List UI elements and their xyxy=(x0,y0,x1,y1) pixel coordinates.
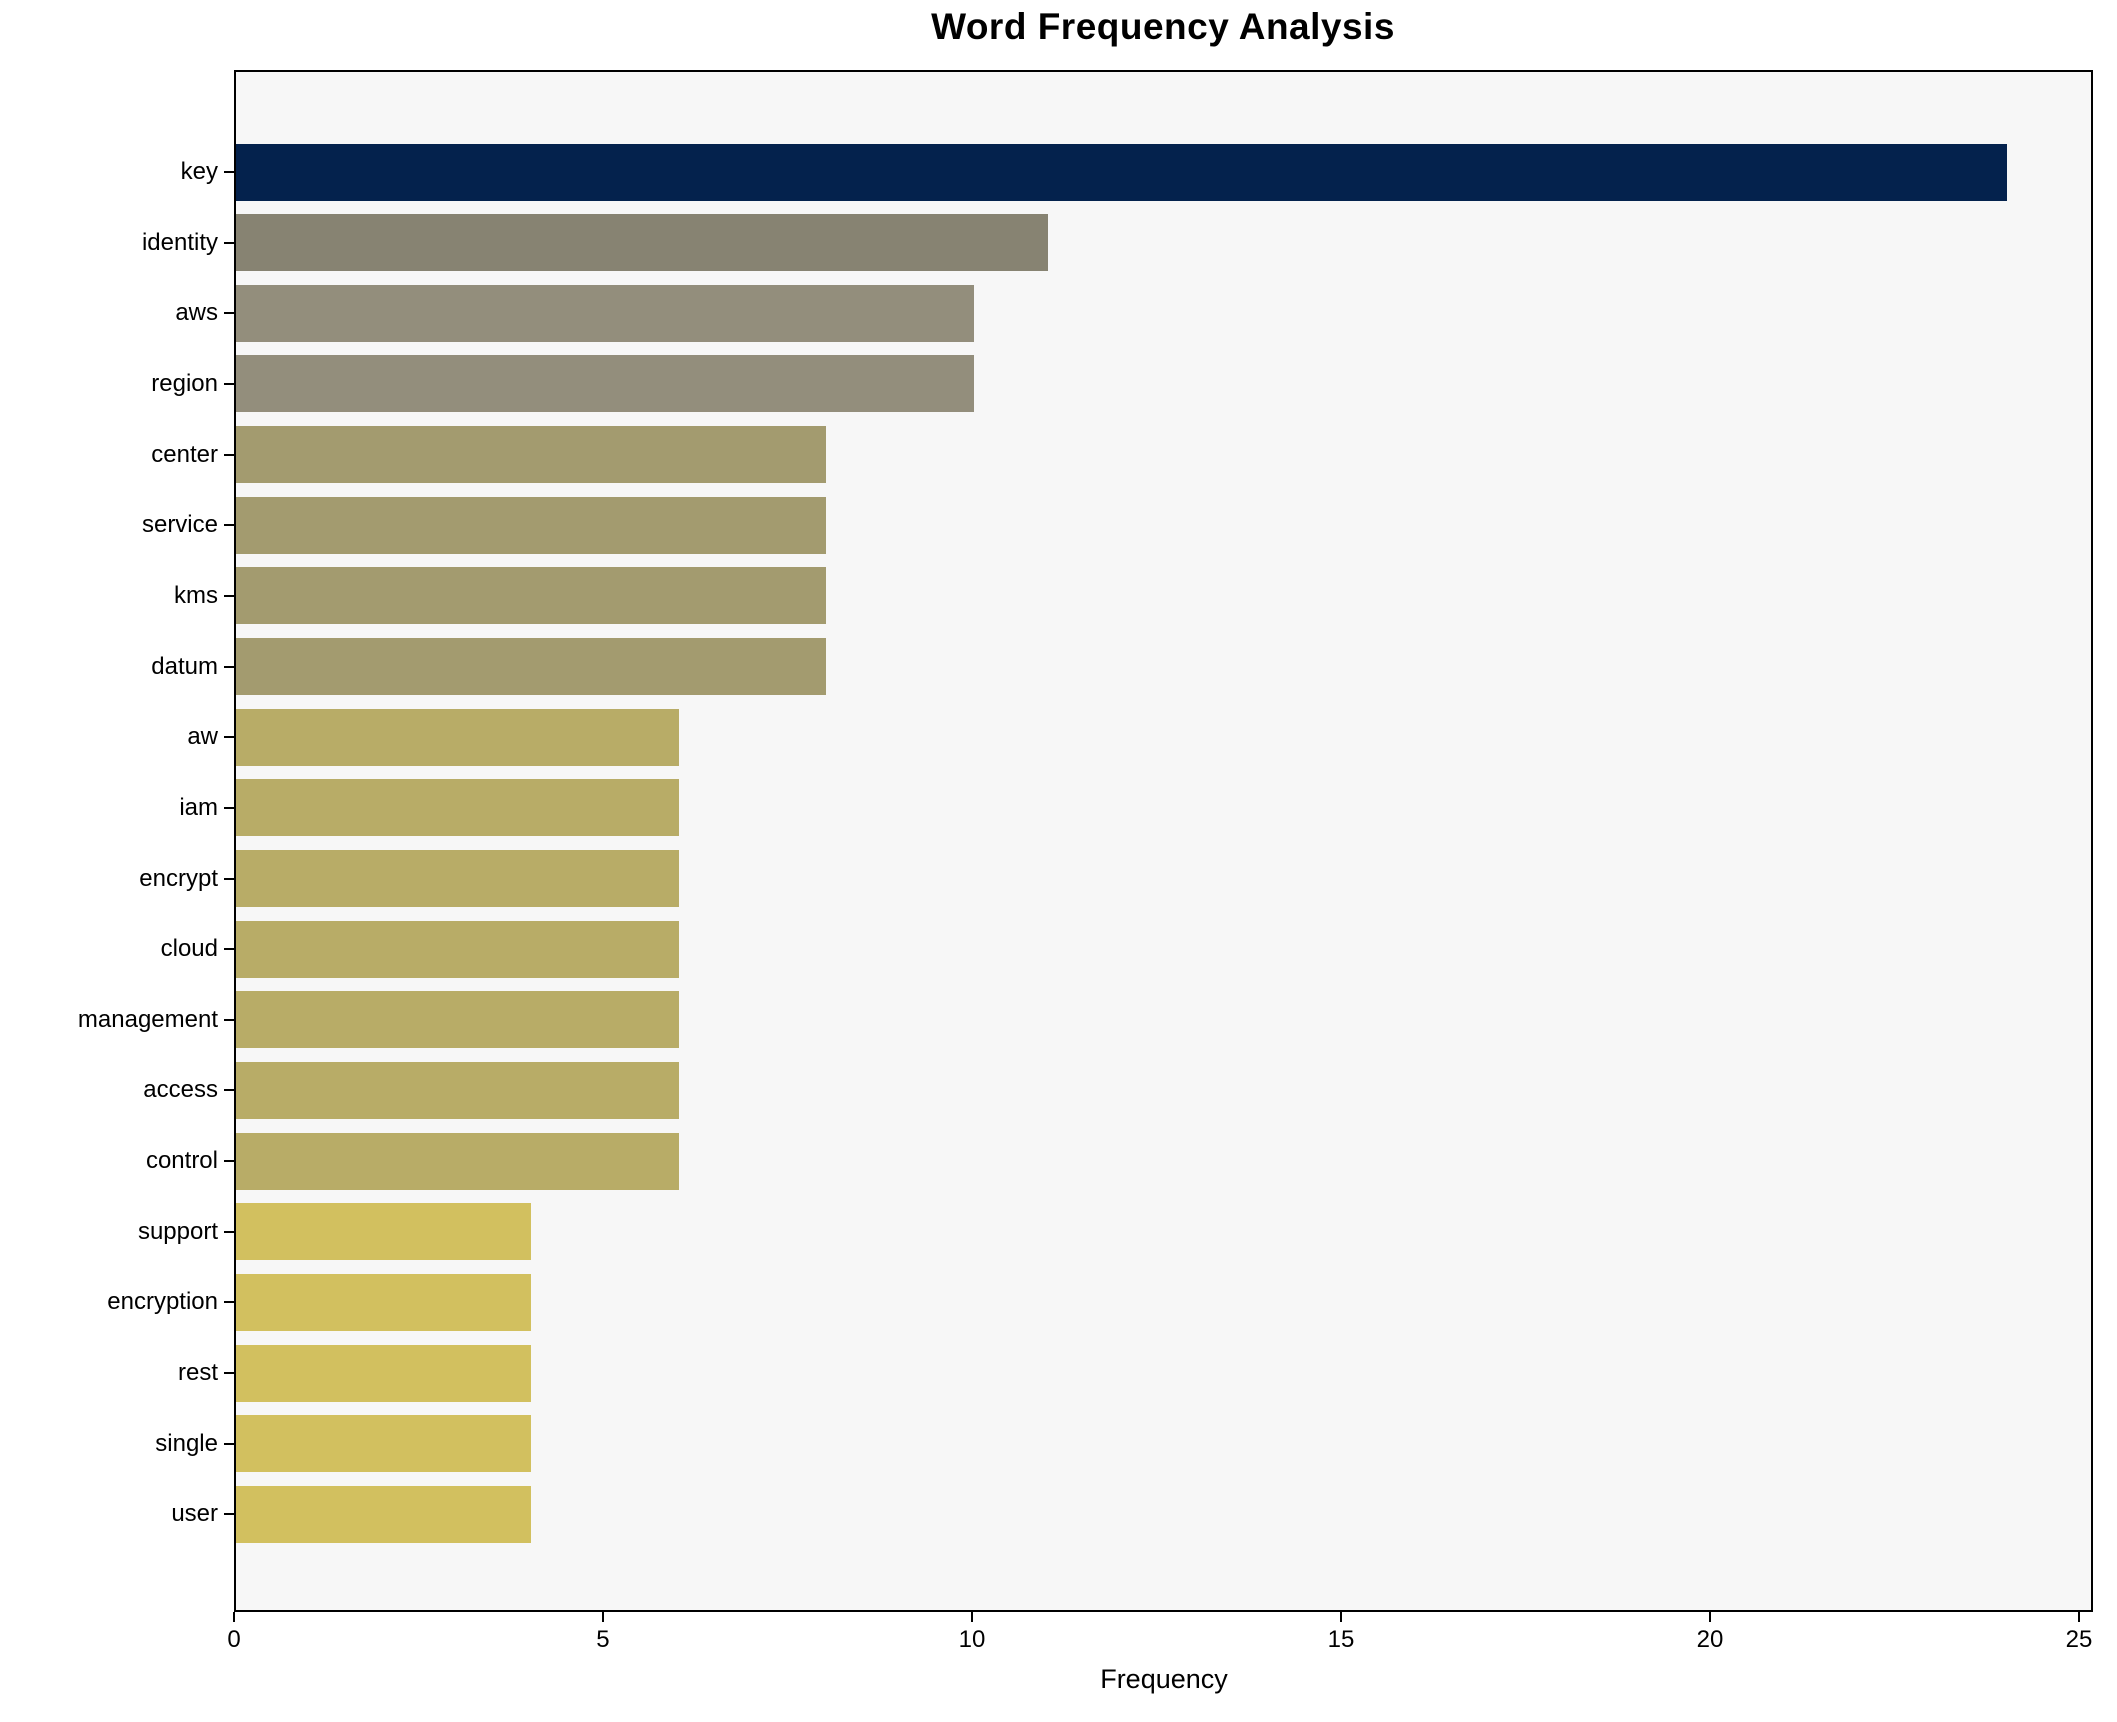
chart-title: Word Frequency Analysis xyxy=(931,6,1395,47)
ytick-label-support: support xyxy=(137,1217,218,1245)
ytick-mark xyxy=(224,171,234,173)
bar-service xyxy=(236,496,827,554)
ytick-label-service: service xyxy=(141,511,218,539)
ytick-label-identity: identity xyxy=(141,228,218,256)
bar-key xyxy=(236,143,2008,201)
ytick-mark xyxy=(224,1301,234,1304)
bar-datum xyxy=(236,638,827,696)
ytick-label-cloud: cloud xyxy=(160,935,218,963)
bar-encrypt xyxy=(236,850,679,907)
ytick-mark xyxy=(224,241,234,244)
ytick-mark xyxy=(224,1372,234,1375)
ytick-label-encryption: encryption xyxy=(107,1288,218,1316)
ytick-mark xyxy=(224,948,234,951)
ytick-mark xyxy=(224,806,234,809)
ytick-label-iam: iam xyxy=(179,793,218,821)
bar-kms xyxy=(236,567,827,625)
ytick-label-aws: aws xyxy=(175,299,218,327)
bar-iam xyxy=(236,779,679,837)
bar-region xyxy=(236,355,974,413)
xtick-label-5: 5 xyxy=(596,1626,610,1653)
bar-user xyxy=(236,1485,532,1543)
ytick-mark xyxy=(224,1018,234,1021)
ytick-label-datum: datum xyxy=(151,652,218,680)
plot-area xyxy=(234,70,2093,1612)
bar-aws xyxy=(236,284,974,342)
ytick-mark xyxy=(224,524,234,527)
bar-identity xyxy=(236,214,1048,272)
xtick-mark xyxy=(233,1612,235,1622)
xtick-label-10: 10 xyxy=(958,1626,986,1653)
bar-management xyxy=(236,991,679,1049)
ytick-label-encrypt: encrypt xyxy=(139,864,218,892)
ytick-mark xyxy=(224,1442,234,1445)
bar-support xyxy=(236,1203,532,1261)
bar-aw xyxy=(236,708,679,766)
ytick-mark xyxy=(224,877,234,880)
bar-cloud xyxy=(236,920,679,978)
ytick-mark xyxy=(224,382,234,385)
bar-encryption xyxy=(236,1273,532,1331)
bar-center xyxy=(236,426,827,484)
ytick-mark xyxy=(224,1160,234,1163)
x-axis-title: Frequency xyxy=(1100,1664,1228,1694)
ytick-mark xyxy=(224,312,234,315)
ytick-mark xyxy=(224,1513,234,1516)
ytick-label-key: key xyxy=(180,158,218,185)
bar-control xyxy=(236,1132,679,1190)
ytick-label-kms: kms xyxy=(174,581,218,609)
xtick-mark xyxy=(601,1612,604,1622)
ytick-label-center: center xyxy=(151,440,218,468)
xtick-mark xyxy=(1708,1612,1711,1622)
xtick-label-25: 25 xyxy=(2065,1626,2093,1653)
ytick-mark xyxy=(224,1089,234,1092)
ytick-label-aw: aw xyxy=(187,723,218,751)
ytick-mark xyxy=(224,736,234,739)
ytick-label-access: access xyxy=(143,1076,218,1104)
ytick-mark xyxy=(224,1230,234,1233)
ytick-label-region: region xyxy=(151,369,218,397)
ytick-label-rest: rest xyxy=(177,1359,218,1387)
ytick-label-single: single xyxy=(155,1429,218,1457)
ytick-label-user: user xyxy=(171,1500,218,1528)
ytick-mark xyxy=(224,665,234,668)
xtick-label-15: 15 xyxy=(1327,1626,1355,1653)
xtick-mark xyxy=(1339,1612,1342,1622)
ytick-mark xyxy=(224,453,234,456)
bar-rest xyxy=(236,1344,532,1402)
ytick-label-control: control xyxy=(145,1147,218,1175)
xtick-mark xyxy=(970,1612,973,1622)
xtick-mark xyxy=(2077,1612,2080,1622)
ytick-mark xyxy=(224,594,234,597)
xtick-label-20: 20 xyxy=(1696,1626,1724,1653)
bar-access xyxy=(236,1061,679,1119)
xtick-label-0: 0 xyxy=(227,1626,241,1653)
bar-single xyxy=(236,1415,532,1473)
ytick-label-management: management xyxy=(77,1005,218,1033)
